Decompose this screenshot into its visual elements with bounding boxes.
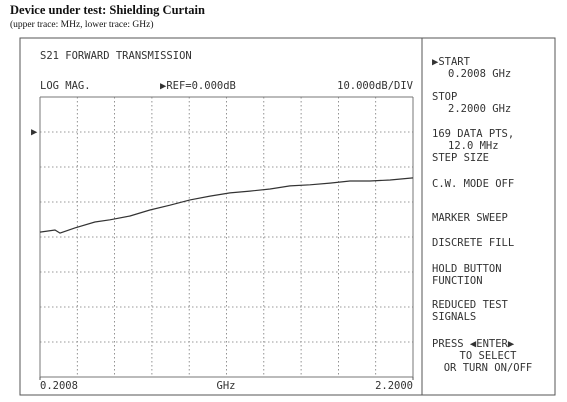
softkey-label: DISCRETE FILL (432, 237, 514, 249)
softkey-label: SIGNALS (432, 311, 476, 323)
softkey-label: 12.0 MHz (448, 140, 499, 152)
softkey-label: 169 DATA PTS, (432, 128, 514, 140)
format-label: LOG MAG. (40, 80, 91, 92)
softkey-label: STEP SIZE (432, 152, 489, 164)
screen-frame (19, 37, 556, 396)
reference-marker: ▶ (31, 126, 38, 138)
softkey-label: TO SELECT (460, 350, 518, 362)
softkey-label: 2.2000 GHz (448, 103, 511, 115)
x-tick-label: 2.2000 (375, 380, 413, 392)
x-tick-label: 0.2008 (40, 380, 78, 392)
trace (39, 177, 414, 234)
softkey-label: C.W. MODE OFF (432, 178, 514, 190)
chart-title: Device under test: Shielding Curtain (10, 3, 205, 17)
softkey-label: 0.2008 GHz (448, 68, 511, 80)
scale-label: 10.000dB/DIV (337, 80, 414, 92)
softkey-label: REDUCED TEST (432, 299, 509, 311)
softkey-label: HOLD BUTTON (432, 263, 502, 275)
reference-label: ▶REF=0.000dB (160, 80, 236, 92)
softkey-label: FUNCTION (432, 275, 483, 287)
softkey-label: MARKER SWEEP (432, 212, 508, 224)
softkey-label: STOP (432, 91, 457, 103)
softkey-label: OR TURN ON/OFF (444, 362, 533, 374)
x-axis-label: GHz (217, 380, 236, 392)
screen-title: S21 FORWARD TRANSMISSION (40, 50, 192, 62)
chart-subtitle: (upper trace: MHz, lower trace: GHz) (10, 19, 153, 30)
softkey-label: PRESS ◀ENTER▶ (432, 338, 515, 350)
softkey-label: ▶START (432, 56, 471, 68)
